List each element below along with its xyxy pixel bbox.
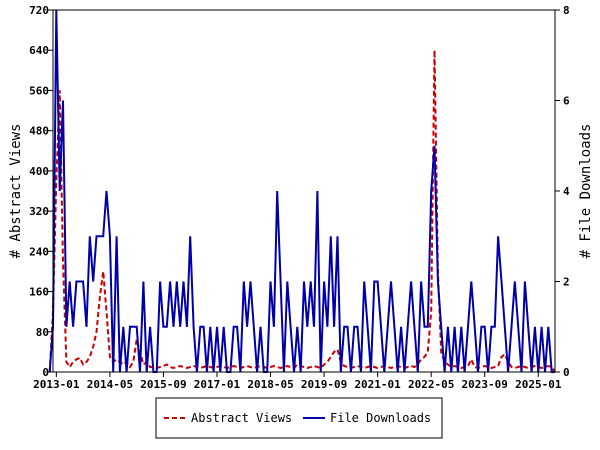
y2-axis-title: # File Downloads bbox=[578, 124, 594, 259]
series-line-abstract-views bbox=[48, 50, 556, 373]
y-tick-label: 400 bbox=[29, 165, 49, 178]
x-tick-label: 2014-05 bbox=[87, 378, 133, 391]
y2-tick-label: 4 bbox=[563, 185, 570, 198]
x-tick-label: 2021-01 bbox=[354, 378, 401, 391]
y-tick-label: 320 bbox=[29, 205, 49, 218]
axes-layer: 0 80 160 240 320 400 480 560 640 720 0 2 4 6 8 2013-01 2… bbox=[29, 4, 570, 391]
x-tick-label: 2018-05 bbox=[247, 378, 293, 391]
series-layer bbox=[48, 9, 556, 373]
x-tick-label: 2022-05 bbox=[408, 378, 454, 391]
y2-tick-label: 6 bbox=[563, 95, 570, 108]
series-line-file-downloads bbox=[48, 9, 555, 373]
y-tick-label: 720 bbox=[29, 4, 49, 17]
legend: Abstract Views File Downloads bbox=[155, 397, 443, 439]
y-tick-label: 0 bbox=[42, 366, 49, 379]
y-tick-label: 160 bbox=[29, 286, 49, 299]
x-tick-label: 2025-01 bbox=[515, 378, 562, 391]
x-tick-label: 2015-09 bbox=[140, 378, 186, 391]
y-tick-label: 480 bbox=[29, 125, 49, 138]
x-tick-label: 2023-09 bbox=[462, 378, 508, 391]
y-tick-label: 640 bbox=[29, 44, 49, 57]
y-tick-label: 560 bbox=[29, 84, 49, 97]
x-tick-label: 2017-01 bbox=[194, 378, 241, 391]
legend-label-file-downloads: File Downloads bbox=[330, 411, 431, 425]
x-tick-label: 2019-09 bbox=[301, 378, 347, 391]
legend-label-abstract-views: Abstract Views bbox=[191, 411, 292, 425]
y2-tick-label: 0 bbox=[563, 366, 570, 379]
y2-tick-label: 2 bbox=[563, 276, 570, 289]
y2-tick-label: 8 bbox=[563, 4, 570, 17]
x-tick-label: 2013-01 bbox=[33, 378, 80, 391]
y-tick-label: 80 bbox=[36, 326, 49, 339]
legend-box bbox=[155, 397, 443, 439]
y-axis-title: # Abstract Views bbox=[8, 124, 24, 259]
y-tick-label: 240 bbox=[29, 245, 49, 258]
